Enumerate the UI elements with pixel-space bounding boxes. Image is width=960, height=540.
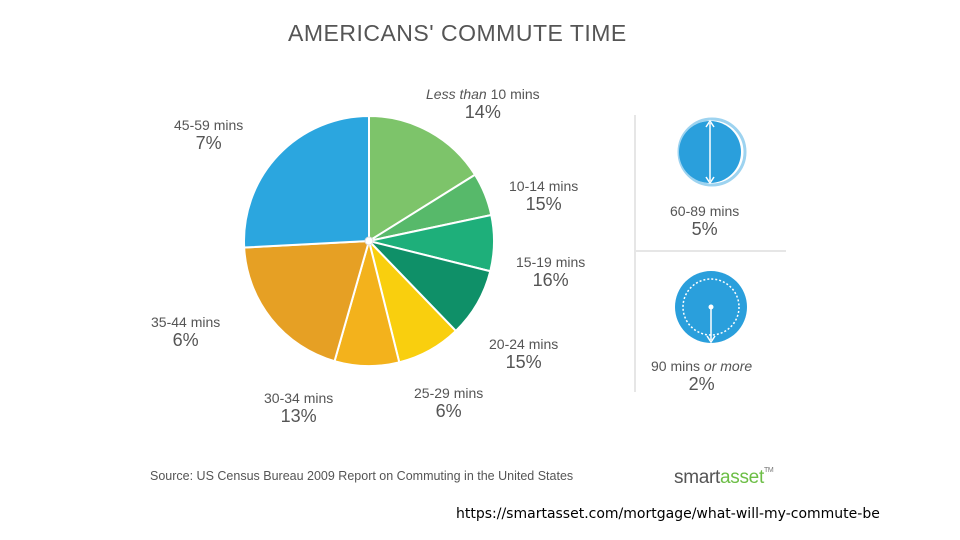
label-90-plus: 90 mins or more 2% [651, 358, 752, 394]
slice-value: 16% [532, 270, 569, 290]
side-label: 60-89 mins [670, 203, 740, 219]
label-30-34: 30-34 mins 13% [264, 390, 333, 426]
side-value: 2% [688, 374, 715, 394]
slice-label: 20-24 mins [489, 336, 559, 352]
pie-center-dot [364, 236, 374, 246]
pie-slice-35-44-mins [243, 239, 371, 363]
pie-slice-10-mins [368, 114, 477, 243]
label-35-44: 35-44 mins 6% [151, 314, 220, 350]
label-less-than-10: Less than 10 mins 14% [426, 86, 540, 122]
slice-label: 15-19 mins [516, 254, 586, 270]
slice-label: 45-59 mins [174, 117, 244, 133]
slice-value: 6% [435, 401, 462, 421]
label-20-24: 20-24 mins 15% [489, 336, 558, 372]
chart-title: AMERICANS' COMMUTE TIME [288, 20, 627, 46]
pie-slice-45-59-mins [243, 114, 370, 249]
brand-part1: smart [674, 467, 721, 488]
slice-value: 13% [280, 406, 317, 426]
side-label: 90 mins [651, 358, 701, 374]
label-10-14: 10-14 mins 15% [509, 178, 578, 214]
pie-slices [243, 114, 495, 367]
brand-tm: TM [763, 467, 774, 474]
slice-value: 14% [464, 102, 501, 122]
source-url[interactable]: https://smartasset.com/mortgage/what-wil… [456, 506, 880, 522]
slice-label: 35-44 mins [151, 314, 221, 330]
brand-part2: asset [720, 467, 764, 488]
slice-value: 15% [525, 194, 562, 214]
clock-60-89-icon [677, 117, 747, 187]
slice-value: 6% [172, 330, 199, 350]
side-value: 5% [691, 219, 718, 239]
label-60-89: 60-89 mins 5% [670, 203, 739, 239]
label-45-59: 45-59 mins 7% [174, 117, 243, 153]
label-15-19: 15-19 mins 16% [516, 254, 585, 290]
side-label-suffix: or more [703, 358, 753, 374]
brand-logo: smartassetTM [674, 467, 774, 489]
slice-label: 10-14 mins [509, 178, 579, 194]
slice-label: 10 mins [490, 86, 540, 102]
source-note: Source: US Census Bureau 2009 Report on … [150, 469, 574, 483]
slice-label: 25-29 mins [414, 385, 484, 401]
slice-value: 15% [505, 352, 542, 372]
slice-label-prefix: Less than [426, 86, 487, 102]
clock-90-plus-icon [675, 271, 747, 344]
slice-label: 30-34 mins [264, 390, 334, 406]
slice-value: 7% [195, 133, 222, 153]
label-25-29: 25-29 mins 6% [414, 385, 483, 421]
